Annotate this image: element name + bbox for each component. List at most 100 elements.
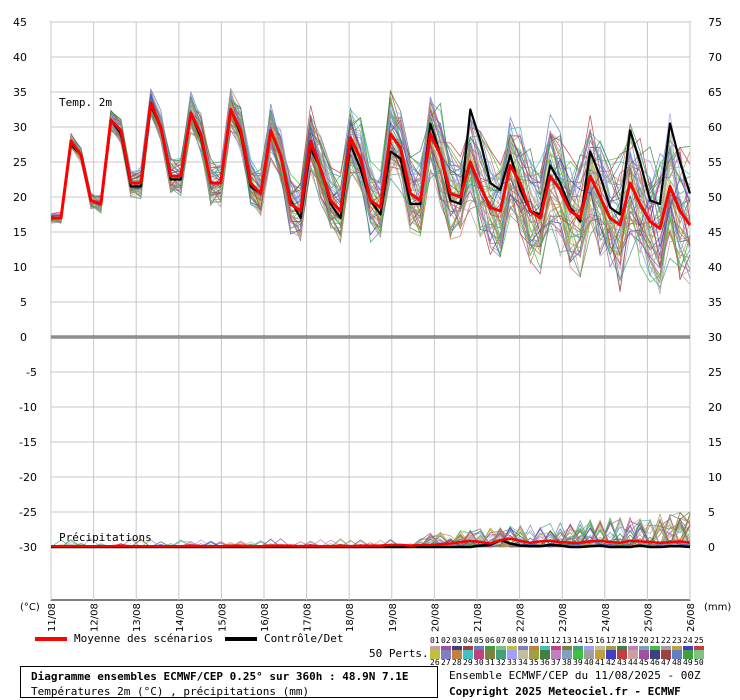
member-number: 16 (595, 636, 605, 645)
temp-left-tick: 10 (13, 261, 27, 274)
member-swatch (617, 650, 627, 659)
temp-right-tick: 40 (708, 261, 722, 274)
temp-right-tick: 45 (708, 226, 722, 239)
member-number: 42 (606, 658, 616, 667)
member-number: 38 (562, 658, 572, 667)
precip-right-tick: 5 (708, 506, 715, 519)
member-number: 26 (430, 658, 440, 667)
member-number: 22 (661, 636, 671, 645)
member-number: 30 (474, 658, 484, 667)
member-swatch (463, 650, 473, 659)
member-number: 46 (650, 658, 660, 667)
member-number: 19 (628, 636, 638, 645)
member-number: 03 (452, 636, 462, 645)
date-tick: 16/08 (260, 603, 271, 632)
member-swatch (551, 650, 561, 659)
member-number: 50 (694, 658, 704, 667)
temp-left-tick: 30 (13, 121, 27, 134)
member-temp-line (50, 114, 691, 290)
member-temp-line (50, 87, 691, 216)
precip-left-tick: -25 (19, 506, 37, 519)
precip-right-tick: 15 (708, 436, 722, 449)
date-tick: 15/08 (217, 603, 228, 632)
member-number: 02 (441, 636, 451, 645)
member-temp-line (50, 92, 691, 215)
member-swatch (441, 650, 451, 659)
member-swatch (518, 650, 528, 659)
member-number: 40 (584, 658, 594, 667)
temp-right-tick: 70 (708, 51, 722, 64)
date-tick: 18/08 (345, 603, 356, 632)
temp-panel-title: Temp. 2m (59, 96, 112, 109)
precip-right-tick: 20 (708, 401, 722, 414)
member-swatch (639, 650, 649, 659)
member-number: 08 (507, 636, 517, 645)
perturbations-label: 50 Perts. (369, 647, 429, 660)
member-swatch (430, 650, 440, 659)
member-swatch (628, 650, 638, 659)
member-number: 39 (573, 658, 583, 667)
precip-left-tick: -20 (19, 471, 37, 484)
copyright: Copyright 2025 Meteociel.fr - ECMWF (449, 685, 681, 698)
member-swatch (562, 650, 572, 659)
date-tick: 21/08 (473, 603, 484, 632)
member-number: 23 (672, 636, 682, 645)
date-tick: 11/08 (47, 603, 58, 632)
date-tick: 23/08 (558, 603, 569, 632)
temp-right-tick: 35 (708, 296, 722, 309)
date-tick: 22/08 (516, 603, 527, 632)
member-swatch (496, 650, 506, 659)
left-unit-label: (°C) (20, 602, 40, 613)
member-number: 37 (551, 658, 561, 667)
control-legend-swatch (225, 637, 257, 641)
member-number: 36 (540, 658, 550, 667)
date-tick: 14/08 (175, 603, 186, 632)
member-swatch (661, 650, 671, 659)
precip-panel-title: Précipitations (59, 531, 152, 544)
member-number: 44 (628, 658, 638, 667)
temp-right-tick: 50 (708, 191, 722, 204)
member-swatch (694, 650, 704, 659)
date-tick: 25/08 (643, 603, 654, 632)
temp-right-tick: 75 (708, 16, 722, 29)
member-number: 33 (507, 658, 517, 667)
run-info: Ensemble ECMWF/CEP du 11/08/2025 - 00Z (449, 669, 701, 682)
member-swatch (672, 650, 682, 659)
member-swatch (529, 650, 539, 659)
member-number: 28 (452, 658, 462, 667)
member-number: 11 (540, 636, 550, 645)
mean-precip-line (51, 537, 691, 548)
date-tick: 17/08 (303, 603, 314, 632)
temp-left-tick: 0 (20, 331, 27, 344)
member-number: 34 (518, 658, 528, 667)
temp-right-tick: 65 (708, 86, 722, 99)
member-temp-line (50, 92, 691, 218)
date-tick: 26/08 (686, 603, 697, 632)
member-swatch (452, 650, 462, 659)
member-swatch (606, 650, 616, 659)
temp-left-tick: 5 (20, 296, 27, 309)
member-number: 24 (683, 636, 693, 645)
precip-left-tick: -15 (19, 436, 37, 449)
member-number: 01 (430, 636, 440, 645)
member-number: 25 (694, 636, 704, 645)
member-swatch (507, 650, 517, 659)
member-number: 07 (496, 636, 506, 645)
member-number: 13 (562, 636, 572, 645)
precip-right-tick: 0 (708, 541, 715, 554)
date-tick: 13/08 (132, 603, 143, 632)
member-number: 10 (529, 636, 539, 645)
member-swatch (485, 650, 495, 659)
mean-legend-label: Moyenne des scénarios (74, 632, 214, 645)
member-swatch (650, 650, 660, 659)
member-number: 45 (639, 658, 649, 667)
member-number: 18 (617, 636, 627, 645)
member-number: 09 (518, 636, 528, 645)
date-tick: 12/08 (90, 603, 101, 632)
precip-left-tick: -5 (26, 366, 37, 379)
member-number: 06 (485, 636, 495, 645)
member-number: 04 (463, 636, 473, 645)
temp-left-tick: 20 (13, 191, 27, 204)
